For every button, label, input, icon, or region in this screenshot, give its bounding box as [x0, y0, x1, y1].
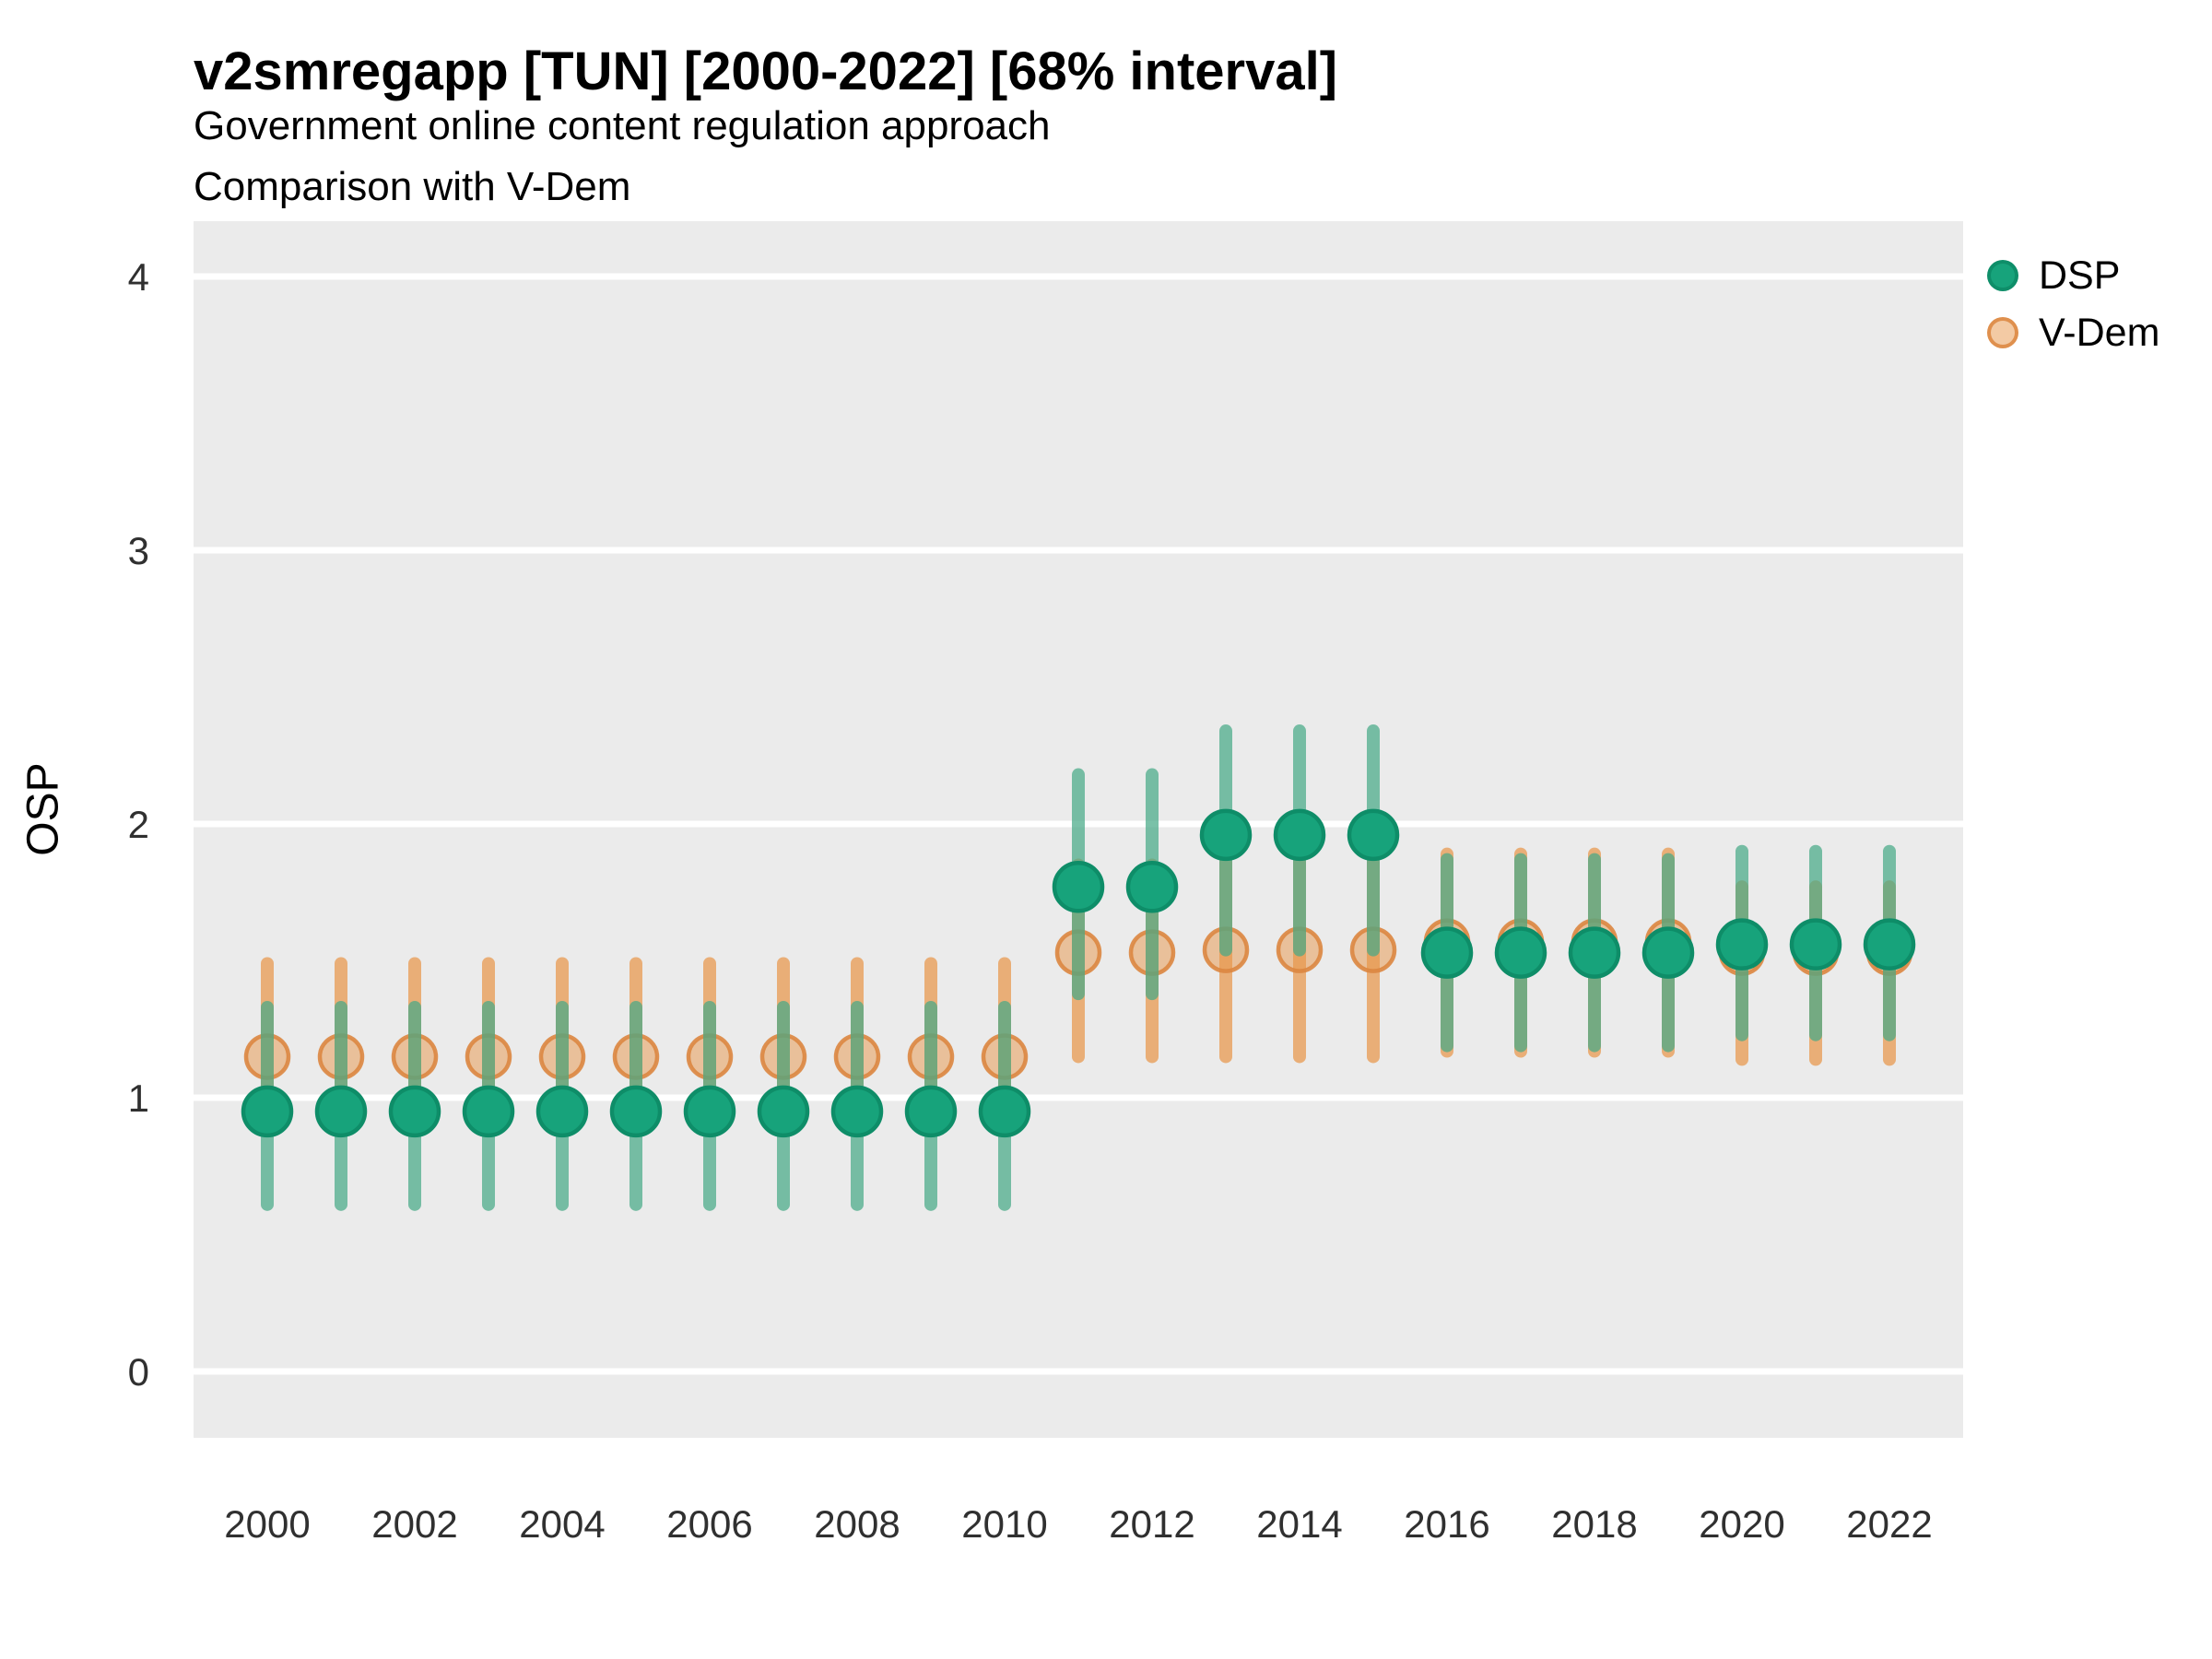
dsp-point-2009 — [904, 1085, 958, 1138]
dsp-point-2021 — [1789, 918, 1842, 971]
dsp-point-2013 — [1199, 808, 1253, 862]
dsp-point-2020 — [1715, 918, 1769, 971]
y-tick-label-1: 1 — [128, 1077, 149, 1120]
dsp-point-2022 — [1863, 918, 1916, 971]
chart-subtitle: Government online content regulation app… — [194, 103, 1051, 148]
y-tick-label-0: 0 — [128, 1350, 149, 1394]
dsp-point-2001 — [314, 1085, 368, 1138]
y-tick-label-3: 3 — [128, 529, 149, 572]
dsp-point-2008 — [830, 1085, 884, 1138]
dsp-point-2005 — [609, 1085, 663, 1138]
dsp-point-2015 — [1347, 808, 1400, 862]
legend-label-dsp: DSP — [2039, 253, 2121, 298]
vdem-legend-dot-icon — [1987, 317, 2018, 348]
x-tick-label-2014: 2014 — [1256, 1502, 1342, 1546]
x-tick-label-2022: 2022 — [1846, 1502, 1932, 1546]
dsp-legend-dot-icon — [1987, 260, 2018, 291]
x-tick-label-2006: 2006 — [666, 1502, 752, 1546]
x-tick-label-2004: 2004 — [519, 1502, 605, 1546]
chart-title: v2smregapp [TUN] [2000-2022] [68% interv… — [194, 41, 1338, 101]
legend-item-vdem: V-Dem — [1987, 304, 2159, 361]
x-tick-label-2000: 2000 — [224, 1502, 310, 1546]
legend-item-dsp: DSP — [1987, 247, 2159, 304]
x-tick-label-2010: 2010 — [961, 1502, 1047, 1546]
legend-label-vdem: V-Dem — [2039, 310, 2160, 355]
y-tick-label-2: 2 — [128, 803, 149, 846]
dsp-point-2002 — [388, 1085, 441, 1138]
dsp-point-2016 — [1420, 926, 1474, 979]
x-tick-label-2012: 2012 — [1109, 1502, 1194, 1546]
x-tick-label-2018: 2018 — [1551, 1502, 1637, 1546]
legend: DSP V-Dem — [1987, 247, 2159, 361]
dsp-point-2014 — [1273, 808, 1326, 862]
x-tick-label-2008: 2008 — [814, 1502, 900, 1546]
dsp-point-2007 — [757, 1085, 810, 1138]
x-tick-label-2020: 2020 — [1699, 1502, 1784, 1546]
dsp-point-2010 — [978, 1085, 1031, 1138]
dsp-point-2004 — [535, 1085, 589, 1138]
dsp-point-2019 — [1641, 926, 1695, 979]
y-tick-label-4: 4 — [128, 255, 149, 299]
x-tick-label-2016: 2016 — [1404, 1502, 1489, 1546]
dsp-point-2000 — [241, 1085, 294, 1138]
x-tick-label-2002: 2002 — [371, 1502, 457, 1546]
dsp-point-2017 — [1494, 926, 1547, 979]
dsp-point-2003 — [462, 1085, 515, 1138]
chart-subtitle-comparison: Comparison with V-Dem — [194, 164, 631, 209]
dsp-point-2018 — [1568, 926, 1621, 979]
dsp-point-2012 — [1125, 861, 1179, 913]
dsp-point-2006 — [683, 1085, 736, 1138]
dsp-point-2011 — [1052, 861, 1105, 913]
